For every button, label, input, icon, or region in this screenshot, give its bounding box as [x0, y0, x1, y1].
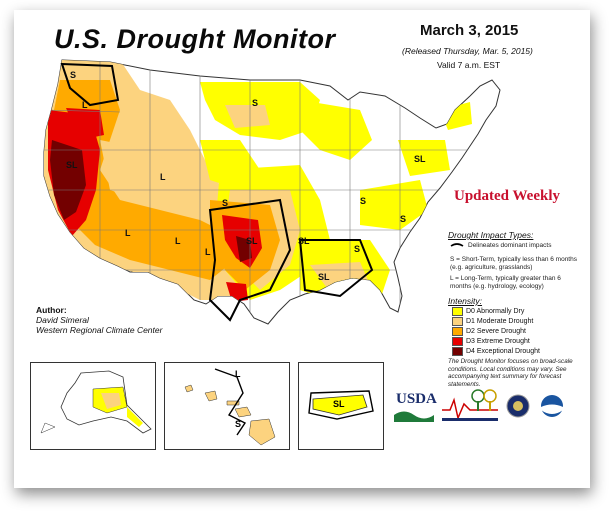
label-l-west2: L — [125, 228, 131, 238]
author-heading: Author: — [36, 305, 67, 315]
hawaii-map: L S — [184, 368, 276, 446]
label-s-ga: S — [354, 244, 360, 254]
label-l-west4: L — [205, 247, 211, 257]
label-s-ky: S — [360, 196, 366, 206]
label-sl-ne: SL — [414, 154, 426, 164]
legend-d4: D4 Exceptional Drought — [452, 347, 540, 356]
legend-long-term: L = Long-Term, typically greater than 6 … — [450, 275, 561, 290]
label-s-north: S — [252, 98, 258, 108]
map-title: U.S. Drought Monitor — [54, 24, 336, 54]
legend-d3: D3 Extreme Drought — [452, 337, 530, 346]
label-sl-pr: SL — [333, 399, 345, 409]
hawaii-inset: L S — [164, 362, 290, 450]
puerto-rico-map: SL — [308, 390, 374, 420]
d0-swatch — [452, 307, 463, 316]
label-sl-se: SL — [318, 272, 330, 282]
label-s-mid: S — [222, 198, 228, 208]
ok-d4 — [236, 236, 252, 262]
label-l-ca: S — [70, 70, 76, 80]
label-s-hi: S — [235, 419, 241, 429]
legend-d1: D1 Moderate Drought — [452, 317, 533, 326]
midatlantic-d0 — [360, 180, 428, 230]
northeast-d0 — [398, 140, 450, 176]
d4-swatch — [452, 347, 463, 356]
d3-swatch — [452, 337, 463, 346]
alaska-inset — [30, 362, 156, 450]
drought-mitigation-center-logo — [442, 397, 498, 421]
author-org: Western Regional Climate Center — [36, 325, 163, 335]
midwest-d0 — [300, 100, 372, 160]
label-l-hi: L — [235, 369, 241, 379]
intensity-heading: Intensity: — [448, 296, 483, 306]
puerto-rico-inset: SL — [298, 362, 384, 450]
label-l-west3: L — [175, 236, 181, 246]
label-s-va: S — [400, 214, 406, 224]
updated-weekly-banner: Updated Weekly — [454, 188, 560, 204]
ca-d4-region — [50, 140, 86, 220]
usda-logo-text: USDA — [396, 391, 437, 407]
label-sl-ca: SL — [66, 160, 78, 170]
label-sl-ar: SL — [298, 236, 310, 246]
legend-delineates: Delineates dominant impacts — [450, 242, 580, 250]
noaa-logo-icon — [541, 395, 563, 417]
delineates-text: Delineates dominant impacts — [468, 242, 552, 249]
label-l-nw: L — [82, 100, 88, 110]
disclaimer-note: The Drought Monitor focuses on broad-sca… — [448, 358, 573, 388]
tree-icons-logo — [471, 389, 497, 411]
commerce-seal-icon — [506, 394, 530, 418]
valid-time: Valid 7 a.m. EST — [437, 60, 501, 70]
usda-logo-icon — [394, 411, 434, 422]
author-name: David Simeral — [36, 315, 89, 325]
label-sl-ok: SL — [246, 236, 258, 246]
legend-d0: D0 Abnormally Dry — [452, 307, 524, 316]
author-block: Author: David Simeral Western Regional C… — [36, 305, 162, 335]
impact-types-heading: Drought Impact Types: — [448, 230, 534, 240]
d2-swatch — [452, 327, 463, 336]
legend-short-term: S = Short-Term, typically less than 6 mo… — [450, 256, 577, 271]
west-d1-inner — [100, 140, 180, 200]
alaska-map — [40, 370, 152, 434]
release-date: (Released Thursday, Mar. 5, 2015) — [402, 46, 533, 56]
map-date: March 3, 2015 — [420, 22, 519, 39]
d1-swatch — [452, 317, 463, 326]
legend-d2: D2 Severe Drought — [452, 327, 526, 336]
nd-d1 — [225, 105, 270, 128]
impact-line-icon — [450, 243, 464, 247]
label-l-west1: L — [160, 172, 166, 182]
or-d3-region — [66, 108, 104, 140]
